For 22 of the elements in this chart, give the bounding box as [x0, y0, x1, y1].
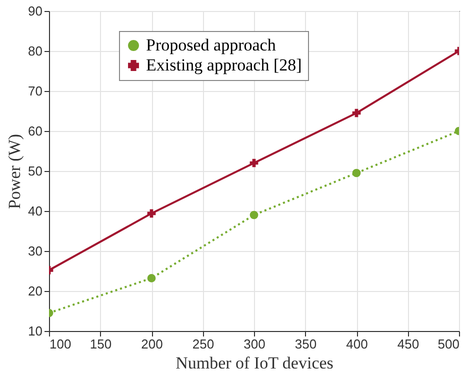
x-tick-label: 150 — [90, 336, 112, 352]
legend-label: Proposed approach — [146, 36, 276, 54]
x-tick-label: 500 — [438, 336, 460, 352]
x-tick-label: 100 — [50, 336, 72, 352]
x-axis-title: Number of IoT devices — [176, 354, 334, 372]
y-axis-title: Power (W) — [5, 134, 24, 210]
x-tick-label: 350 — [294, 336, 317, 352]
x-tick-label: 400 — [346, 336, 368, 352]
y-tick-label: 60 — [28, 124, 42, 138]
y-tick-label: 30 — [28, 244, 42, 258]
y-tick-label: 90 — [28, 4, 42, 18]
legend-label: Existing approach [28] — [146, 56, 302, 74]
y-tick-label: 40 — [28, 204, 42, 218]
y-tick-label: 20 — [28, 284, 42, 298]
x-tick-label: 200 — [141, 336, 163, 352]
x-tick-label: 300 — [244, 336, 266, 352]
x-tick-label: 450 — [397, 336, 420, 352]
y-tick-label: 50 — [28, 164, 42, 178]
x-tick-label: 250 — [192, 336, 214, 352]
y-tick-label: 10 — [28, 324, 42, 338]
y-tick-label: 70 — [28, 84, 42, 98]
y-tick-label: 80 — [28, 44, 42, 58]
